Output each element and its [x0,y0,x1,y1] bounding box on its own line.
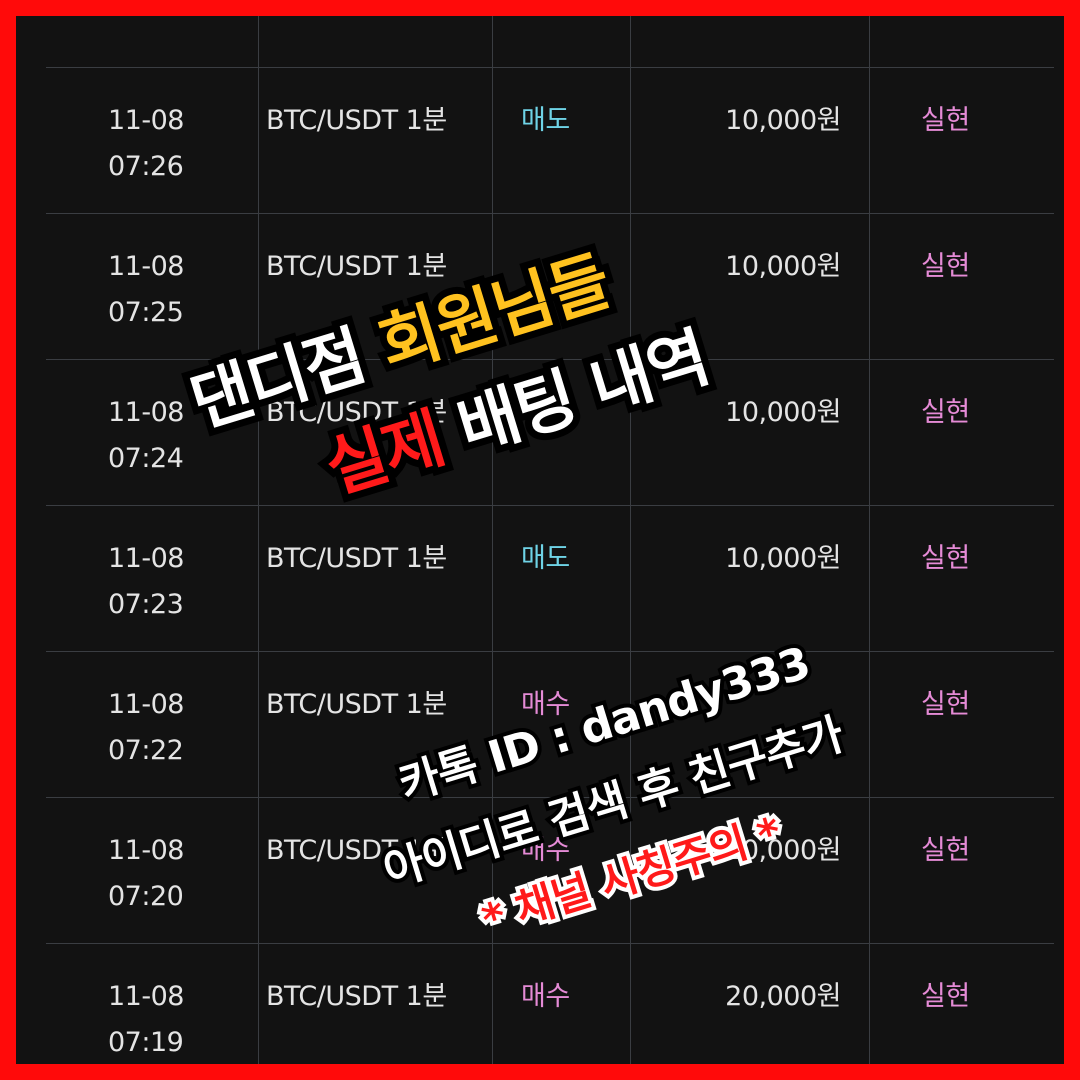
table-row[interactable]: 11-08 07:22 BTC/USDT 1분 매수 실현 [46,651,1054,797]
row-result: 실현 [921,981,970,1012]
table-row[interactable]: 11-08 07:25 BTC/USDT 1분 10,000원 실현 [46,213,1054,359]
row-datetime: 11-08 07:23 [108,543,184,620]
column-divider [492,16,493,1064]
row-side: 매수 [521,981,570,1012]
table-row[interactable]: 11-08 07:23 BTC/USDT 1분 매도 10,000원 실현 [46,505,1054,651]
row-pair: BTC/USDT 1분 [266,689,447,720]
row-pair: BTC/USDT 1분 [266,397,447,428]
row-datetime: 11-08 07:20 [108,835,184,912]
column-divider [630,16,631,1064]
table-row[interactable]: 11-08 07:24 BTC/USDT 1분 10,000원 실현 [46,359,1054,505]
row-result: 실현 [921,251,970,282]
row-pair: BTC/USDT 1분 [266,835,447,866]
row-pair: BTC/USDT 1분 [266,105,447,136]
table-row[interactable]: 11-08 07:20 BTC/USDT 1분 매수 10,000원 실현 [46,797,1054,943]
table-row[interactable]: 07:27 [46,16,1054,67]
row-result: 실현 [921,543,970,574]
row-datetime: 11-08 07:19 [108,981,184,1058]
row-side: 매도 [521,543,570,574]
row-datetime: 11-08 07:22 [108,689,184,766]
row-amount: 10,000원 [725,543,841,574]
column-divider [258,16,259,1064]
table-row[interactable]: 11-08 07:26 BTC/USDT 1분 매도 10,000원 실현 [46,67,1054,213]
row-amount: 10,000원 [725,251,841,282]
row-pair: BTC/USDT 1분 [266,251,447,282]
row-amount: 10,000원 [725,397,841,428]
row-amount: 20,000원 [725,981,841,1012]
row-side: 매도 [521,105,570,136]
row-result: 실현 [921,105,970,136]
row-side: 매수 [521,835,570,866]
row-result: 실현 [921,397,970,428]
row-result: 실현 [921,689,970,720]
headline-real: 실제 [310,393,459,515]
row-pair: BTC/USDT 1분 [266,543,447,574]
row-datetime: 11-08 07:25 [108,251,184,328]
row-datetime: 11-08 07:26 [108,105,184,182]
row-amount: 10,000원 [725,105,841,136]
column-divider [869,16,870,1064]
row-side: 매수 [521,689,570,720]
row-datetime: 11-08 07:24 [108,397,184,474]
row-pair: BTC/USDT 1분 [266,981,447,1012]
table-row[interactable]: 11-08 07:19 BTC/USDT 1분 매수 20,000원 실현 [46,943,1054,1064]
row-amount: 10,000원 [725,835,841,866]
row-result: 실현 [921,835,970,866]
